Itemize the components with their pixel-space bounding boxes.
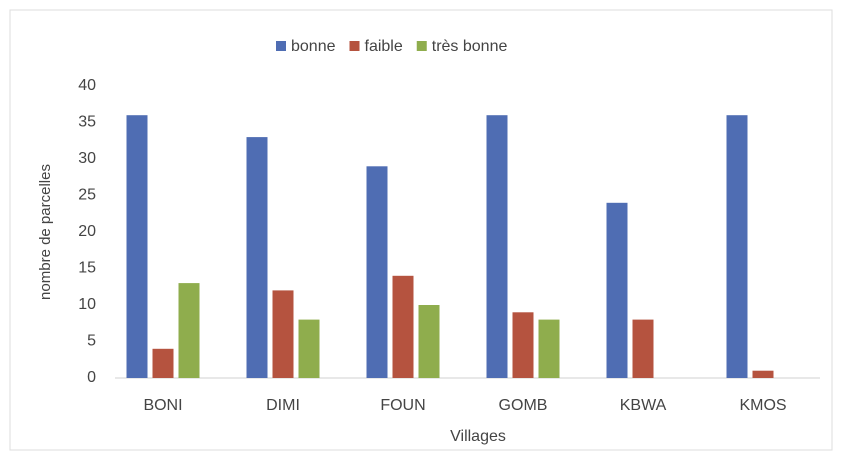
bar (272, 290, 294, 378)
x-tick-label: KBWA (620, 397, 667, 414)
bar (152, 348, 174, 378)
bar (178, 283, 200, 378)
legend-swatch (276, 41, 286, 51)
x-tick-label: DIMI (266, 397, 300, 414)
y-tick-label: 35 (78, 114, 96, 131)
legend-swatch (416, 41, 427, 51)
bar (752, 370, 774, 378)
bar (606, 202, 628, 378)
y-tick-label: 5 (87, 333, 96, 350)
bar (512, 312, 534, 378)
legend-label: très bonne (432, 38, 508, 55)
y-tick-label: 0 (87, 369, 96, 386)
y-tick-label: 30 (78, 150, 96, 167)
y-tick-label: 20 (78, 223, 96, 240)
legend-label: bonne (291, 38, 336, 55)
legend-swatch (349, 41, 360, 51)
y-tick-label: 40 (78, 77, 96, 94)
y-axis-title: nombre de parcelles (37, 164, 54, 300)
y-tick-label: 10 (78, 296, 96, 313)
x-tick-label: KMOS (739, 397, 786, 414)
bar (392, 275, 414, 378)
x-tick-label: GOMB (499, 397, 548, 414)
y-tick-label: 15 (78, 260, 96, 277)
bar (246, 137, 268, 378)
bar (418, 305, 440, 378)
bar (632, 319, 654, 378)
bar (486, 115, 508, 378)
bar (538, 319, 560, 378)
y-tick-label: 25 (78, 187, 96, 204)
bar (298, 319, 320, 378)
x-tick-label: BONI (143, 397, 182, 414)
x-axis-title: Villages (450, 428, 506, 445)
bar (726, 115, 748, 378)
x-tick-label: FOUN (380, 397, 425, 414)
legend-label: faible (365, 38, 403, 55)
bar (126, 115, 148, 378)
bar (366, 166, 388, 378)
